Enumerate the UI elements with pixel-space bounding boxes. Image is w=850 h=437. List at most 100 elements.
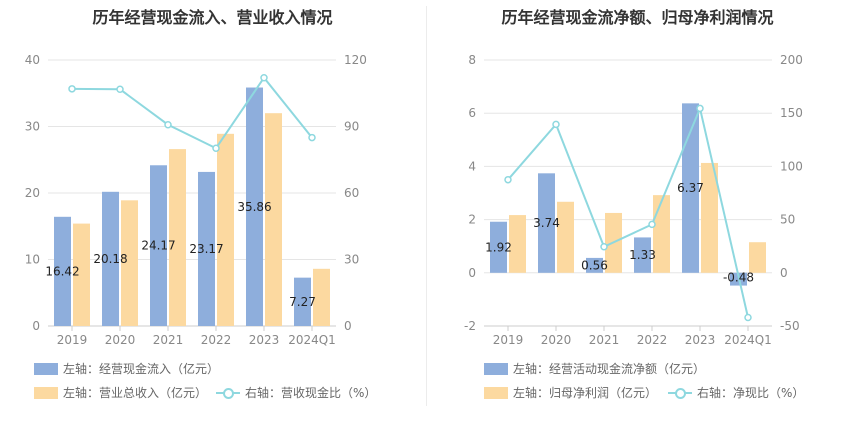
y-left-tick-label: -2 (464, 319, 476, 333)
bar-0-s1-2023[interactable] (246, 87, 263, 326)
y-right-tick-label: 30 (344, 253, 359, 267)
x-tick-label: 2019 (57, 333, 88, 347)
left-chart-title: 历年经营现金流入、营业收入情况 (92, 8, 333, 27)
y-right-tick-label: 100 (780, 159, 803, 173)
data-label-0-2019: 16.42 (45, 264, 79, 278)
legend-label: 左轴：归母净利润（亿元） (513, 386, 658, 400)
ratio-point-0-2022[interactable] (212, 144, 220, 152)
data-label-0-2020: 20.18 (93, 252, 127, 266)
y-left-tick-label: 20 (25, 186, 40, 200)
y-left-tick-label: 30 (25, 120, 40, 134)
ratio-point-1-2020[interactable] (552, 120, 560, 129)
x-tick-label: 2021 (589, 333, 620, 347)
legend-line-marker-icon (668, 387, 692, 399)
legend-left-series-2[interactable]: 左轴：营业总收入（亿元） (34, 384, 207, 401)
ratio-line-0 (71, 76, 313, 150)
y-left-tick-label: 40 (25, 53, 40, 67)
bar-0-s1-2024Q1[interactable] (294, 277, 311, 326)
ratio-point-1-2023[interactable] (696, 104, 704, 113)
y-left-tick-label: 2 (468, 213, 476, 227)
legend-label: 左轴：经营活动现金流净额（亿元） (513, 362, 706, 376)
x-tick-label: 2020 (541, 333, 572, 347)
legend-swatch-blue (484, 362, 508, 375)
data-label-0-2024Q1: 7.27 (289, 295, 316, 309)
bar-1-s1-2020[interactable] (538, 173, 555, 273)
bar-0-s1-2021[interactable] (150, 165, 167, 326)
bar-0-s2-2021[interactable] (169, 149, 186, 326)
y-right-tick-label: -50 (780, 319, 800, 333)
bar-0-s2-2022[interactable] (217, 133, 234, 326)
x-tick-label: 2024Q1 (724, 333, 772, 347)
bar-1-s2-2019[interactable] (509, 215, 526, 273)
data-label-1-2021: 0.56 (581, 258, 608, 272)
ratio-point-0-2024Q1[interactable] (308, 133, 316, 142)
legend-label: 右轴：净现比（%） (697, 386, 805, 400)
x-tick-label: 2020 (105, 333, 136, 347)
bar-0-s1-2020[interactable] (102, 191, 119, 326)
bar-0-s1-2019[interactable] (54, 216, 71, 326)
legend-swatch-blue (34, 362, 58, 375)
bar-0-s2-2024Q1[interactable] (313, 268, 330, 326)
y-right-tick-label: 0 (780, 266, 788, 280)
bar-0-s2-2020[interactable] (121, 200, 138, 326)
y-right-tick-label: 0 (344, 319, 352, 333)
ratio-line-1 (507, 105, 749, 318)
bar-1-s2-2022[interactable] (653, 195, 670, 273)
y-left-tick-label: 0 (32, 319, 40, 333)
data-label-0-2021: 24.17 (141, 239, 175, 253)
bar-0-s2-2023[interactable] (265, 113, 282, 326)
y-left-tick-label: 8 (468, 53, 476, 67)
legend-label: 左轴：经营现金流入（亿元） (63, 362, 220, 376)
y-left-tick-label: 4 (468, 159, 476, 173)
data-label-1-2022: 1.33 (629, 248, 656, 262)
ratio-point-0-2020[interactable] (116, 85, 124, 94)
legend-label: 左轴：营业总收入（亿元） (63, 386, 208, 400)
ratio-point-0-2019[interactable] (68, 85, 76, 93)
y-right-tick-label: 200 (780, 53, 803, 67)
legend-left-series-3[interactable]: 右轴：营收现金比（%） (216, 384, 376, 401)
y-right-tick-label: 60 (344, 186, 359, 200)
data-label-0-2023: 35.86 (237, 200, 271, 214)
ratio-point-1-2024Q1[interactable] (744, 313, 752, 322)
bar-1-s1-2021[interactable] (586, 257, 603, 273)
data-label-0-2022: 23.17 (189, 242, 223, 256)
ratio-point-0-2021[interactable] (164, 120, 172, 129)
bar-1-s1-2023[interactable] (682, 103, 699, 273)
legend-left-series-1[interactable]: 左轴：经营现金流入（亿元） (34, 360, 219, 377)
y-left-tick-label: 0 (468, 266, 476, 280)
right-chart-title: 历年经营现金流净额、归母净利润情况 (501, 8, 774, 27)
x-tick-label: 2023 (685, 333, 716, 347)
y-right-tick-label: 50 (780, 213, 795, 227)
y-left-tick-label: 10 (25, 253, 40, 267)
legend-right-series-1[interactable]: 左轴：经营活动现金流净额（亿元） (484, 360, 705, 377)
y-right-tick-label: 120 (344, 53, 367, 67)
x-tick-label: 2022 (201, 333, 232, 347)
panel-divider (426, 6, 427, 406)
y-right-tick-label: 150 (780, 106, 803, 120)
ratio-point-1-2022[interactable] (648, 220, 656, 229)
y-left-tick-label: 6 (468, 106, 476, 120)
bar-1-s2-2024Q1[interactable] (749, 242, 766, 273)
data-label-1-2019: 1.92 (485, 240, 512, 254)
bar-1-s2-2023[interactable] (701, 162, 718, 273)
legend-label: 右轴：营收现金比（%） (245, 386, 377, 400)
legend-swatch-orange (34, 386, 58, 399)
legend-line-marker-icon (216, 387, 240, 399)
legend-right-series-3[interactable]: 右轴：净现比（%） (668, 384, 804, 401)
ratio-point-1-2021[interactable] (600, 242, 608, 251)
bar-0-s2-2019[interactable] (73, 223, 90, 326)
x-tick-label: 2023 (249, 333, 280, 347)
data-label-1-2020: 3.74 (533, 216, 560, 230)
ratio-point-0-2023[interactable] (260, 73, 268, 82)
ratio-point-1-2019[interactable] (504, 175, 512, 184)
legend-right-series-2[interactable]: 左轴：归母净利润（亿元） (484, 384, 657, 401)
data-label-1-2023: 6.37 (677, 181, 704, 195)
bar-1-s2-2020[interactable] (557, 201, 574, 273)
bar-0-s1-2022[interactable] (198, 171, 215, 326)
bar-1-s1-2022[interactable] (634, 237, 651, 273)
x-tick-label: 2024Q1 (288, 333, 336, 347)
bar-1-s1-2019[interactable] (490, 221, 507, 273)
data-label-1-2024Q1: -0.48 (723, 271, 754, 285)
